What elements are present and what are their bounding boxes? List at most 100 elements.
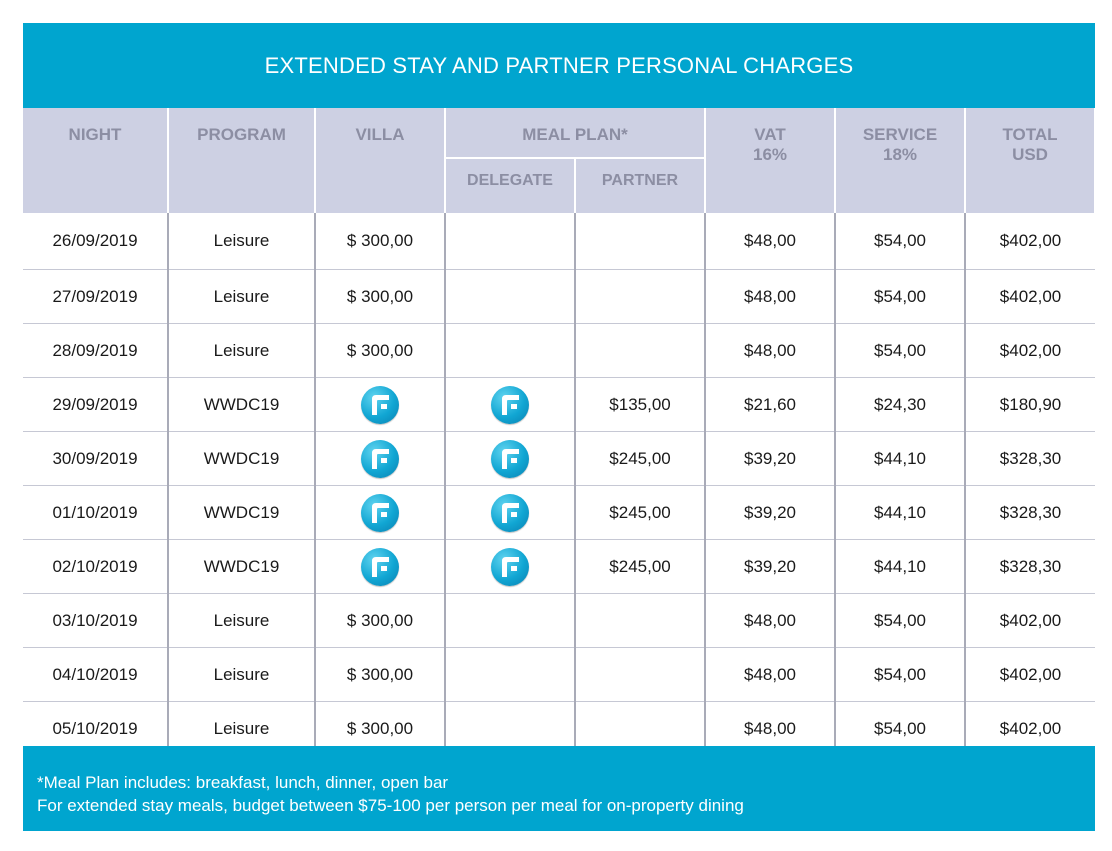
cell-service: $54,00: [834, 213, 966, 270]
header-service-label: SERVICE: [862, 125, 938, 144]
cell-vat: $48,00: [704, 213, 836, 270]
cell-night: 29/09/2019: [23, 377, 168, 432]
cell-night: 02/10/2019: [23, 539, 168, 594]
cell-vat: $48,00: [704, 323, 836, 378]
cell-program: Leisure: [167, 647, 315, 702]
cell-vat: $39,20: [704, 539, 836, 594]
cell-service: $54,00: [834, 269, 966, 324]
header-meal-plan: MEAL PLAN*: [443, 108, 707, 159]
table-row: 26/09/2019 Leisure $ 300,00 $48,00 $54,00 $40…: [23, 213, 1096, 270]
cell-partner: [573, 323, 706, 378]
included-logo-icon: [361, 493, 399, 532]
cell-total: $402,00: [964, 593, 1096, 648]
cell-partner: $245,00: [573, 485, 706, 540]
header-total: TOTAL USD: [964, 108, 1097, 213]
footnote: *Meal Plan includes: breakfast, lunch, d…: [23, 746, 1095, 831]
cell-partner: $245,00: [573, 539, 706, 594]
cell-partner: [573, 647, 706, 702]
header-vat-percent: 16%: [753, 145, 788, 164]
cell-partner: [573, 269, 706, 324]
cell-delegate: [444, 485, 575, 540]
cell-delegate: [444, 431, 575, 486]
cell-villa: $ 300,00: [314, 269, 445, 324]
header-service-percent: 18%: [883, 145, 918, 164]
cell-partner: [573, 213, 706, 270]
cell-service: $24,30: [834, 377, 966, 432]
cell-night: 27/09/2019: [23, 269, 168, 324]
cell-total: $402,00: [964, 269, 1096, 324]
cell-vat: $39,20: [704, 431, 836, 486]
included-logo-icon: [361, 547, 399, 586]
cell-program: Leisure: [167, 323, 315, 378]
table-row: 02/10/2019 WWDC19 $245,00 $39,20 $44,10 $328,…: [23, 539, 1096, 594]
cell-vat: $48,00: [704, 593, 836, 648]
header-service: SERVICE 18%: [834, 108, 967, 213]
header-vat: VAT 16%: [704, 108, 837, 213]
cell-vat: $48,00: [704, 269, 836, 324]
cell-program: Leisure: [167, 269, 315, 324]
charges-table: NIGHT PROGRAM VILLA MEAL PLAN* VAT 16% S…: [23, 108, 1097, 755]
cell-delegate: [444, 647, 575, 702]
included-logo-icon: [491, 385, 529, 424]
charges-document: EXTENDED STAY AND PARTNER PERSONAL CHARG…: [23, 23, 1097, 831]
table-row: 03/10/2019 Leisure $ 300,00 $48,00 $54,00 $40…: [23, 593, 1096, 648]
cell-program: WWDC19: [167, 431, 315, 486]
cell-villa: $ 300,00: [314, 647, 445, 702]
cell-service: $44,10: [834, 485, 966, 540]
cell-delegate: [444, 593, 575, 648]
cell-service: $54,00: [834, 647, 966, 702]
table-row: 30/09/2019 WWDC19 $245,00 $39,20 $44,10 $328,…: [23, 431, 1096, 486]
cell-partner: $245,00: [573, 431, 706, 486]
cell-villa: $ 300,00: [314, 323, 445, 378]
header-vat-label: VAT: [754, 125, 786, 144]
cell-night: 04/10/2019: [23, 647, 168, 702]
table-row: 29/09/2019 WWDC19 $135,00 $21,60 $24,30 $180,…: [23, 377, 1096, 432]
cell-night: 05/10/2019: [52, 718, 138, 738]
included-logo-icon: [491, 547, 529, 586]
header-night: NIGHT: [23, 108, 169, 213]
table-row: 01/10/2019 WWDC19 $245,00 $39,20 $44,10 $328,…: [23, 485, 1096, 540]
table-body: 26/09/2019 Leisure $ 300,00 $48,00 $54,00 $40…: [23, 213, 1096, 755]
cell-service: $44,10: [834, 539, 966, 594]
cell-vat: $21,60: [704, 377, 836, 432]
cell-night: 30/09/2019: [23, 431, 168, 486]
header-delegate: DELEGATE: [445, 158, 576, 213]
cell-total: $402,00: [964, 647, 1096, 702]
cell-villa: $ 300,00: [314, 213, 445, 270]
cell-delegate: [444, 539, 575, 594]
cell-villa: [314, 431, 445, 486]
cell-villa: $ 300,00: [314, 593, 445, 648]
cell-total: $402,00: [964, 213, 1096, 270]
cell-service: $54,00: [834, 593, 966, 648]
cell-villa: [314, 485, 445, 540]
cell-night: 28/09/2019: [23, 323, 168, 378]
cell-total: $328,30: [964, 485, 1096, 540]
header-total-unit: USD: [1012, 145, 1048, 164]
included-logo-icon: [361, 439, 399, 478]
table-row: 27/09/2019 Leisure $ 300,00 $48,00 $54,00 $40…: [23, 269, 1096, 324]
included-logo-icon: [491, 493, 529, 532]
cell-total: $402,00: [964, 323, 1096, 378]
included-logo-icon: [361, 385, 399, 424]
header-program: PROGRAM: [167, 108, 316, 213]
cell-delegate: [444, 213, 575, 270]
header-partner: PARTNER: [573, 158, 707, 213]
cell-night: 26/09/2019: [23, 213, 168, 270]
cell-villa: [314, 377, 445, 432]
cell-service: $44,10: [834, 431, 966, 486]
cell-program: WWDC19: [167, 377, 315, 432]
cell-total: $180,90: [964, 377, 1096, 432]
cell-program: WWDC19: [167, 485, 315, 540]
table-header: NIGHT PROGRAM VILLA MEAL PLAN* VAT 16% S…: [23, 108, 1097, 213]
cell-service: $54,00: [834, 323, 966, 378]
cell-program: WWDC19: [167, 539, 315, 594]
cell-program: Leisure: [167, 593, 315, 648]
footnote-budget: For extended stay meals, budget between …: [37, 796, 744, 815]
cell-vat: $39,20: [704, 485, 836, 540]
cell-vat: $48,00: [704, 647, 836, 702]
included-logo-icon: [491, 439, 529, 478]
table-row: 04/10/2019 Leisure $ 300,00 $48,00 $54,00 $40…: [23, 647, 1096, 702]
table-row: 28/09/2019 Leisure $ 300,00 $48,00 $54,00 $40…: [23, 323, 1096, 378]
cell-partner: [573, 593, 706, 648]
cell-partner: $135,00: [573, 377, 706, 432]
